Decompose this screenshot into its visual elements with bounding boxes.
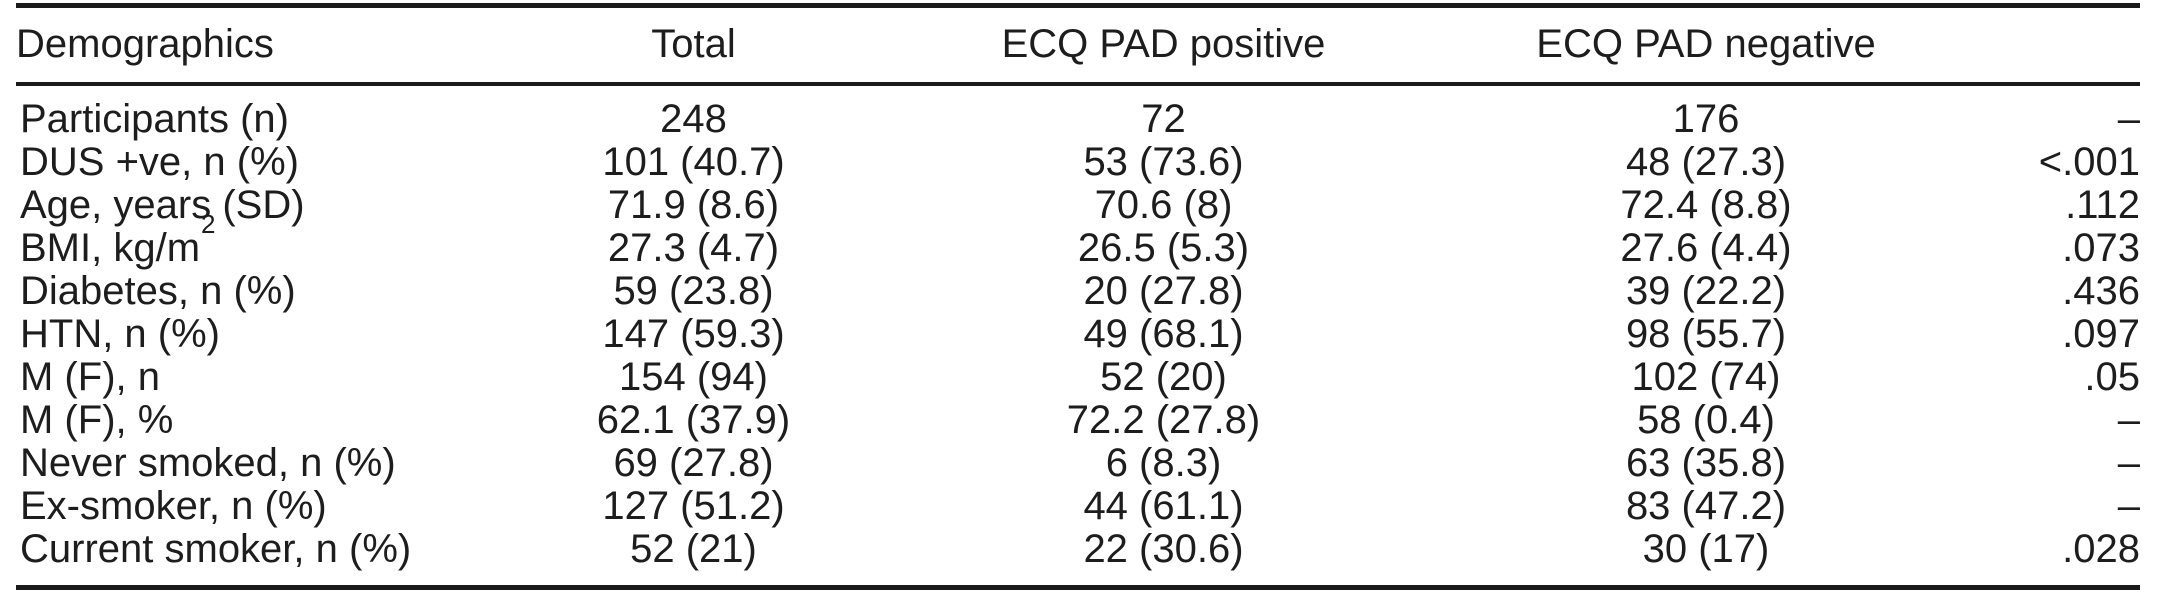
ecq-pad-positive-cell: 53 (73.6) — [1083, 140, 1244, 184]
ecq-pad-negative-cell: 83 (47.2) — [1625, 484, 1787, 528]
ecq-pad-negative-cell: 48 (27.3) — [1625, 140, 1787, 184]
ecq-pad-positive-cell: 6 (8.3) — [1105, 441, 1222, 485]
row-label-cell: Participants (n) — [20, 97, 289, 141]
ecq-pad-negative-cell: 98 (55.7) — [1625, 312, 1787, 356]
total-cell: 154 (94) — [619, 355, 768, 399]
p-value-cell: – — [2117, 484, 2140, 528]
ecq-pad-negative-cell: 63 (35.8) — [1625, 441, 1787, 485]
ecq-pad-positive-cell: 52 (20) — [1100, 355, 1227, 399]
row-label-cell: Age, years (SD) — [20, 183, 305, 227]
total-cell: 127 (51.2) — [602, 484, 785, 528]
row-label-cell: M (F), % — [20, 398, 174, 442]
table-row: HTN, n (%) 147 (59.3) 49 (68.1) 98 (55.7) .0… — [16, 313, 2140, 356]
table-body: Participants (n) 248 72 176 – DUS +ve, n (%) 1… — [16, 84, 2140, 588]
p-value-cell: <.001 — [2038, 140, 2140, 184]
demographics-table: Demographics Total ECQ PAD positive ECQ … — [16, 3, 2140, 590]
table-row: M (F), n 154 (94) 52 (20) 102 (74) .05 — [16, 356, 2140, 399]
table-row: BMI, kg/m2 27.3 (4.7) 26.5 (5.3) 27.6 (4.4)… — [16, 208, 2140, 270]
table-row: Current smoker, n (%) 52 (21) 22 (30.6) 30 … — [16, 528, 2140, 588]
row-label-cell: Diabetes, n (%) — [20, 269, 296, 313]
ecq-pad-negative-cell: 27.6 (4.4) — [1620, 226, 1792, 270]
total-cell: 62.1 (37.9) — [596, 398, 791, 442]
ecq-pad-positive-cell: 49 (68.1) — [1083, 312, 1244, 356]
total-cell: 71.9 (8.6) — [607, 183, 780, 227]
p-value-cell: .436 — [2062, 269, 2140, 313]
total-cell: 101 (40.7) — [602, 140, 785, 184]
table-row: Never smoked, n (%) 69 (27.8) 6 (8.3) 63 (3… — [16, 442, 2140, 485]
ecq-pad-negative-cell: 72.4 (8.8) — [1620, 183, 1792, 227]
ecq-pad-positive-cell: 72 — [1141, 97, 1186, 141]
row-label-cell: BMI, kg/m2 — [20, 208, 216, 270]
p-value-cell: .097 — [2062, 312, 2140, 356]
ecq-pad-positive-cell: 20 (27.8) — [1083, 269, 1244, 313]
p-value-cell: .073 — [2062, 226, 2140, 270]
table-row: Diabetes, n (%) 59 (23.8) 20 (27.8) 39 (22.… — [16, 270, 2140, 313]
p-value-cell: .028 — [2062, 527, 2140, 571]
unit-superscript: 2 — [201, 208, 216, 239]
column-header-p-value — [2001, 5, 2140, 86]
ecq-pad-negative-cell: 58 (0.4) — [1637, 398, 1775, 442]
demographics-table-wrap: Demographics Total ECQ PAD positive ECQ … — [16, 3, 2140, 590]
ecq-pad-negative-cell: 39 (22.2) — [1625, 269, 1787, 313]
ecq-pad-positive-cell: 26.5 (5.3) — [1077, 226, 1250, 270]
column-header-total: Total — [471, 5, 916, 86]
ecq-pad-positive-cell: 72.2 (27.8) — [1066, 398, 1261, 442]
row-label-cell: Never smoked, n (%) — [20, 441, 396, 485]
total-cell: 248 — [660, 97, 727, 141]
row-label-cell: DUS +ve, n (%) — [20, 140, 299, 184]
row-label-cell: HTN, n (%) — [20, 312, 220, 356]
ecq-pad-positive-cell: 44 (61.1) — [1083, 484, 1244, 528]
table-row: Age, years (SD) 71.9 (8.6) 70.6 (8) 72.4 (8… — [16, 184, 2140, 227]
p-value-cell: – — [2117, 398, 2140, 442]
header-row: Demographics Total ECQ PAD positive ECQ … — [16, 5, 2140, 86]
table-row: M (F), % 62.1 (37.9) 72.2 (27.8) 58 (0.4) – — [16, 399, 2140, 442]
ecq-pad-positive-cell: 22 (30.6) — [1083, 527, 1244, 571]
total-cell: 27.3 (4.7) — [607, 226, 780, 270]
p-value-cell: .05 — [2084, 355, 2140, 399]
total-cell: 147 (59.3) — [602, 312, 785, 356]
ecq-pad-negative-cell: 102 (74) — [1631, 355, 1781, 399]
table-header: Demographics Total ECQ PAD positive ECQ … — [16, 5, 2140, 86]
ecq-pad-negative-cell: 30 (17) — [1642, 527, 1770, 571]
p-value-cell: .112 — [2065, 183, 2140, 227]
row-label-cell: Ex-smoker, n (%) — [20, 484, 327, 528]
row-label-cell: M (F), n — [20, 355, 160, 399]
row-label-cell: Current smoker, n (%) — [20, 527, 412, 571]
column-header-ecq-pad-positive: ECQ PAD positive — [916, 5, 1411, 86]
table-row: DUS +ve, n (%) 101 (40.7) 53 (73.6) 48 (27.… — [16, 141, 2140, 184]
column-header-demographics: Demographics — [16, 5, 471, 86]
column-header-ecq-pad-negative: ECQ PAD negative — [1411, 5, 2001, 86]
table-row: Participants (n) 248 72 176 – — [16, 84, 2140, 141]
total-cell: 69 (27.8) — [613, 441, 774, 485]
total-cell: 59 (23.8) — [613, 269, 774, 313]
p-value-cell: – — [2117, 97, 2140, 141]
total-cell: 52 (21) — [630, 527, 757, 571]
table-row: Ex-smoker, n (%) 127 (51.2) 44 (61.1) 83 (4… — [16, 485, 2140, 528]
p-value-cell: – — [2117, 441, 2140, 485]
ecq-pad-negative-cell: 176 — [1672, 97, 1740, 141]
ecq-pad-positive-cell: 70.6 (8) — [1094, 183, 1233, 227]
